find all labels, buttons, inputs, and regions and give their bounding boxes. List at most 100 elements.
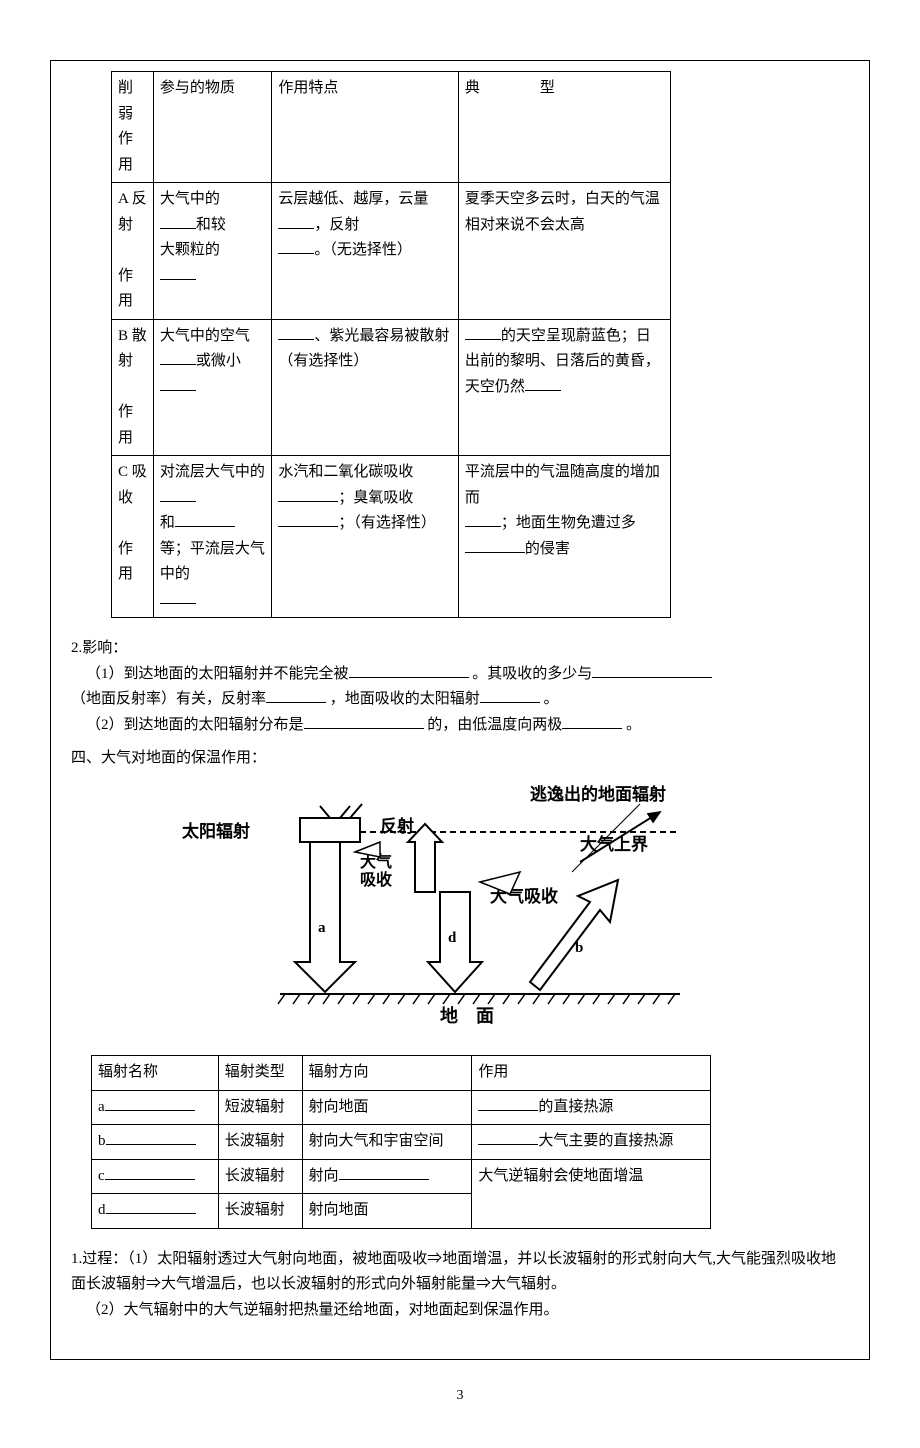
blank[interactable] — [160, 589, 196, 604]
blank[interactable] — [525, 376, 561, 391]
page-number: 3 — [50, 1384, 870, 1408]
blank[interactable] — [278, 214, 314, 229]
cell: 夏季天空多云时，白天的气温相对来说不会太高 — [465, 191, 660, 233]
blank[interactable] — [106, 1199, 196, 1214]
blank[interactable] — [465, 325, 501, 340]
table-row: c 长波辐射 射向 大气逆辐射会使地面增温 — [92, 1159, 711, 1194]
cell: 射向 — [309, 1168, 339, 1184]
diagram-reflect-label: 反射 — [380, 816, 414, 836]
cell: b — [98, 1133, 106, 1149]
blank[interactable] — [278, 325, 314, 340]
blank[interactable] — [562, 714, 622, 729]
diagram-b: b — [575, 940, 583, 956]
cell: c — [98, 1168, 105, 1184]
t1-h2: 参与的物质 — [153, 72, 271, 183]
blank[interactable] — [465, 512, 501, 527]
t2-h1: 辐射名称 — [92, 1056, 219, 1091]
diagram-a: a — [318, 920, 326, 936]
blank[interactable] — [160, 376, 196, 391]
cell: ；（有选择性） — [338, 515, 436, 531]
t1-h1: 削弱作用 — [112, 72, 154, 183]
diagram-atm-top-label: 大气上界 — [580, 834, 648, 854]
cell: 的直接热源 — [538, 1099, 613, 1115]
cell: 作用 — [118, 268, 133, 310]
blank[interactable] — [478, 1130, 538, 1145]
cell: 大气中的空气 — [160, 328, 250, 344]
blank[interactable] — [160, 214, 196, 229]
heading: 2.影响： — [71, 636, 849, 662]
blank[interactable] — [160, 265, 196, 280]
text: （1）到达地面的太阳辐射并不能完全被 — [86, 666, 349, 682]
text: 。其吸收的多少与 — [472, 666, 592, 682]
cell: 大颗粒的 — [160, 242, 220, 258]
text: 。 — [626, 717, 641, 733]
text: 。 — [544, 691, 559, 707]
blank[interactable] — [304, 714, 424, 729]
diagram-ground-label: 地 面 — [440, 1005, 494, 1026]
cell: ；地面生物免遭过多 — [501, 515, 636, 531]
blank[interactable] — [105, 1096, 195, 1111]
cell: 射向大气和宇宙空间 — [302, 1125, 472, 1160]
cell: 作用 — [118, 541, 133, 583]
cell: 等；平流层大气中的 — [160, 541, 265, 583]
table-row: B 散射作用 大气中的空气或微小 、紫光最容易被散射（有选择性） 的天空呈现蔚蓝… — [112, 319, 671, 456]
diagram-atm-absorb2b: 吸收 — [360, 870, 392, 889]
blank[interactable] — [175, 512, 235, 527]
cell: 大气逆辐射会使地面增温 — [472, 1159, 711, 1228]
cell: 射向地面 — [302, 1090, 472, 1125]
text: （2）到达地面的太阳辐射分布是 — [86, 717, 304, 733]
page-frame: 削弱作用 参与的物质 作用特点 典 型 A 反射作用 大气中的和较大颗粒的 云层… — [50, 60, 870, 1360]
diagram-sun-label: 太阳辐射 — [182, 821, 250, 841]
cell: ；臭氧吸收 — [338, 490, 413, 506]
cell: a — [98, 1099, 105, 1115]
text: ，地面吸收的太阳辐射 — [330, 691, 480, 707]
blank[interactable] — [266, 688, 326, 703]
blank[interactable] — [278, 239, 314, 254]
blank[interactable] — [106, 1130, 196, 1145]
cell: 水汽和二氧化碳吸收 — [278, 464, 413, 480]
cell: 作用 — [118, 404, 133, 446]
blank[interactable] — [339, 1165, 429, 1180]
influence-section: 2.影响： （1）到达地面的太阳辐射并不能完全被 。其吸收的多少与 （地面反射率… — [71, 636, 849, 738]
cell: A 反射 — [118, 191, 147, 233]
blank[interactable] — [465, 538, 525, 553]
cell: 长波辐射 — [218, 1159, 302, 1194]
t2-h3: 辐射方向 — [302, 1056, 472, 1091]
cell: 大气中的 — [160, 191, 220, 207]
blank[interactable] — [160, 350, 196, 365]
cell: 的侵害 — [525, 541, 570, 557]
diagram-d: d — [448, 930, 457, 946]
weakening-table: 削弱作用 参与的物质 作用特点 典 型 A 反射作用 大气中的和较大颗粒的 云层… — [111, 71, 671, 618]
cell: 大气主要的直接热源 — [538, 1133, 673, 1149]
line: （2）到达地面的太阳辐射分布是 的，由低温度向两极 。 — [71, 713, 849, 739]
blank[interactable] — [278, 512, 338, 527]
text: 的，由低温度向两极 — [427, 717, 562, 733]
cell: 射向地面 — [302, 1194, 472, 1229]
blank[interactable] — [160, 487, 196, 502]
process-section: 1.过程：（1）太阳辐射透过大气射向地面，被地面吸收⇒地面增温，并以长波辐射的形… — [71, 1247, 849, 1324]
diagram-escape-label: 逃逸出的地面辐射 — [530, 784, 666, 804]
cell: 或微小 — [196, 353, 241, 369]
blank[interactable] — [478, 1096, 538, 1111]
t1-h4: 典 型 — [458, 72, 670, 183]
cell: C 吸收 — [118, 464, 147, 506]
process-2: （2）大气辐射中的大气逆辐射把热量还给地面，对地面起到保温作用。 — [71, 1298, 849, 1324]
blank[interactable] — [349, 663, 469, 678]
blank[interactable] — [480, 688, 540, 703]
t2-h2: 辐射类型 — [218, 1056, 302, 1091]
radiation-table: 辐射名称 辐射类型 辐射方向 作用 a 短波辐射 射向地面 的直接热源 b 长波… — [91, 1055, 711, 1229]
cell: 。（无选择性） — [314, 242, 412, 258]
line: （1）到达地面的太阳辐射并不能完全被 。其吸收的多少与 — [71, 662, 849, 688]
table-row: b 长波辐射 射向大气和宇宙空间 大气主要的直接热源 — [92, 1125, 711, 1160]
cell: B 散射 — [118, 328, 147, 370]
t2-h4: 作用 — [472, 1056, 711, 1091]
cell: 短波辐射 — [218, 1090, 302, 1125]
cell: ，反射 — [314, 217, 359, 233]
blank[interactable] — [105, 1165, 195, 1180]
blank[interactable] — [592, 663, 712, 678]
blank[interactable] — [278, 487, 338, 502]
cell: 和较 — [196, 217, 226, 233]
line: （地面反射率）有关，反射率 ，地面吸收的太阳辐射 。 — [71, 687, 849, 713]
t1-h3: 作用特点 — [272, 72, 459, 183]
cell: 和 — [160, 515, 175, 531]
